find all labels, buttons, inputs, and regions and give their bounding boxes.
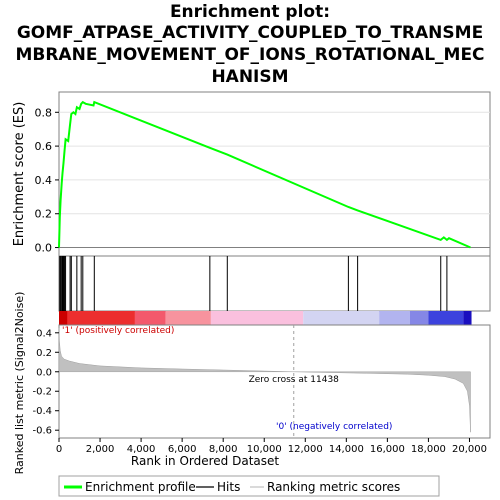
metric-y-tick-label-5: 0.4 (36, 328, 52, 339)
metric-y-axis-label: Ranked list metric (Signal2Noise) (13, 292, 26, 475)
x-tick-label-6: 12,000 (288, 444, 323, 455)
x-tick-label-5: 10,000 (247, 444, 282, 455)
chart-title-line-3: MBRANE_MOVEMENT_OF_IONS_ROTATIONAL_MEC (15, 45, 485, 65)
x-tick-label-4: 8,000 (209, 444, 238, 455)
x-axis: 0 2,000 4,000 6,000 8,000 10,000 12,000 14,000 1… (56, 438, 487, 455)
metric-y-tick-label-4: 0.2 (36, 348, 52, 359)
hits-panel (58, 255, 491, 312)
x-tick-label-8: 16,000 (370, 444, 405, 455)
metric-panel-frame (58, 324, 491, 439)
color-bar-positive-end (59, 311, 68, 325)
metric-y-tick-label-3: 0.0 (36, 367, 52, 378)
es-y-tick-label-3: 0.6 (35, 140, 53, 153)
ranking-metric-area (58, 327, 471, 433)
chart-title-line-2: GOMF_ATPASE_ACTIVITY_COUPLED_TO_TRANSME (16, 23, 484, 43)
zero-cross-label: Zero cross at 11438 (249, 375, 340, 385)
color-bar-segment-7 (428, 311, 464, 325)
ranking-color-bar (59, 311, 472, 325)
legend-label-enrichment: Enrichment profile (85, 480, 196, 494)
legend-frame (58, 475, 440, 497)
chart-title-line-4: HANISM (211, 67, 289, 87)
color-bar-segment-4 (303, 311, 380, 325)
color-bar-segment-3 (210, 311, 304, 325)
color-bar-segment-2 (165, 311, 211, 325)
es-y-tick-label-0: 0.0 (35, 242, 53, 255)
color-bar-segment-6 (409, 311, 429, 325)
x-tick-label-9: 18,000 (411, 444, 446, 455)
enrichment-profile-line (58, 100, 471, 249)
color-bar-segment-8 (463, 311, 472, 325)
ranked-metric-panel: Zero cross at 11438 '1' (positively corr… (13, 292, 491, 475)
chart-title-line-1: Enrichment plot: (169, 2, 331, 22)
color-bar-segment-5 (379, 311, 410, 325)
es-y-axis-label: Enrichment score (ES) (12, 102, 27, 247)
metric-y-tick-label-0: -0.6 (32, 426, 52, 437)
color-bar-segment-1 (134, 311, 166, 325)
legend-label-metric: Ranking metric scores (267, 480, 400, 494)
es-panel: 0.0 0.2 0.4 0.6 0.8 Enrichment score (ES) (12, 91, 491, 257)
es-y-tick-label-2: 0.4 (35, 174, 53, 187)
x-tick-label-2: 4,000 (127, 444, 156, 455)
x-tick-label-3: 6,000 (168, 444, 197, 455)
x-axis-label: Rank in Ordered Dataset (131, 454, 279, 468)
es-y-tick-label-1: 0.2 (35, 208, 53, 221)
x-tick-label-0: 0 (56, 444, 62, 455)
negatively-correlated-label: '0' (negatively correlated) (276, 422, 392, 432)
color-bar-segment-0 (59, 311, 135, 325)
metric-y-tick-label-2: -0.2 (32, 387, 52, 398)
metric-y-tick-label-1: -0.4 (32, 406, 52, 417)
positively-correlated-label: '1' (positively correlated) (62, 326, 174, 336)
x-tick-label-10: 20,000 (452, 444, 487, 455)
legend-label-hits: Hits (217, 480, 240, 494)
x-tick-label-1: 2,000 (86, 444, 115, 455)
es-y-tick-label-4: 0.8 (35, 106, 53, 119)
hits-panel-frame (58, 255, 491, 312)
legend: Enrichment profile Hits Ranking metric s… (58, 475, 440, 497)
x-tick-label-7: 14,000 (329, 444, 364, 455)
